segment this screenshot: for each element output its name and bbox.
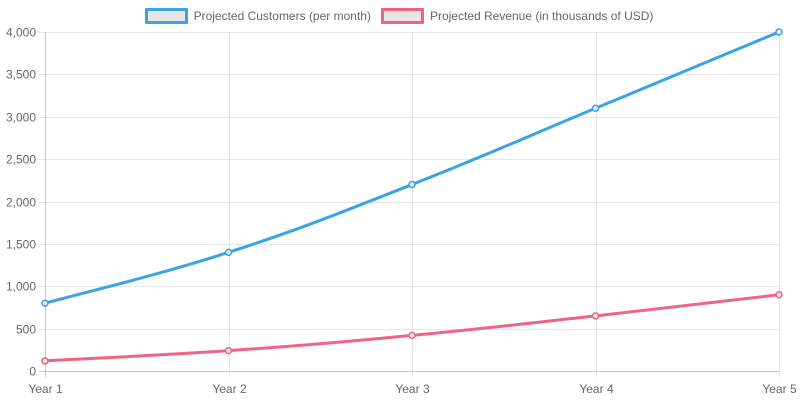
- legend-swatch-customers: [144, 8, 188, 24]
- y-tick-label: 1,000: [6, 280, 36, 294]
- data-point[interactable]: [408, 331, 416, 340]
- legend-label-revenue: Projected Revenue (in thousands of USD): [429, 9, 654, 23]
- y-tick-label: 2,500: [6, 153, 36, 167]
- legend-item-revenue[interactable]: Projected Revenue (in thousands of USD): [380, 8, 654, 24]
- x-tick-label: Year 3: [395, 382, 430, 396]
- y-tick-label: 4,000: [6, 26, 36, 40]
- x-tick-label: Year 4: [579, 382, 614, 396]
- legend-item-customers[interactable]: Projected Customers (per month): [144, 8, 371, 24]
- y-tick-label: 2,000: [6, 196, 36, 210]
- x-tick-label: Year 5: [762, 382, 797, 396]
- x-axis: Year 1 Year 2 Year 3 Year 4 Year 5: [28, 382, 797, 396]
- y-tick-label: 3,000: [6, 111, 36, 125]
- data-point[interactable]: [775, 290, 783, 299]
- chart-legend: Projected Customers (per month) Projecte…: [0, 5, 800, 27]
- data-point[interactable]: [224, 248, 233, 257]
- data-point[interactable]: [41, 299, 49, 307]
- x-tick-label: Year 1: [28, 382, 63, 396]
- data-point[interactable]: [224, 346, 233, 355]
- legend-swatch-revenue: [380, 8, 424, 24]
- x-tick-label: Year 2: [212, 382, 247, 396]
- legend-label-customers: Projected Customers (per month): [193, 9, 371, 23]
- y-tick-label: 3,500: [6, 68, 36, 82]
- series-layer: [41, 28, 783, 365]
- grid-lines: [39, 32, 780, 377]
- y-tick-label: 1,500: [6, 238, 36, 252]
- data-point[interactable]: [591, 104, 600, 113]
- data-point[interactable]: [41, 357, 49, 365]
- data-point[interactable]: [775, 28, 783, 36]
- data-point[interactable]: [591, 312, 600, 320]
- data-point[interactable]: [408, 180, 416, 189]
- y-tick-label: 0: [29, 365, 36, 379]
- y-axis: 0 500 1,000 1,500 2,000 2,500 3,000 3,500 4,000: [6, 26, 36, 379]
- y-tick-label: 500: [16, 323, 36, 337]
